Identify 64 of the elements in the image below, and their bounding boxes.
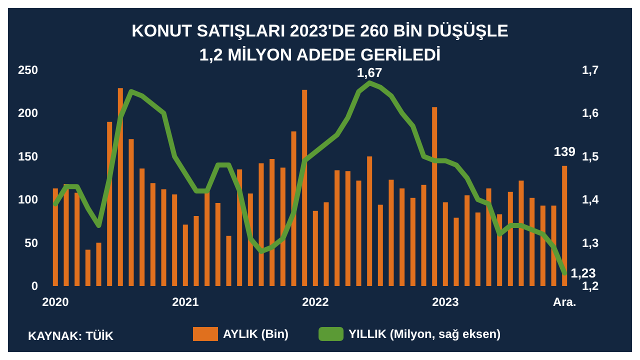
bar [508,192,513,286]
bar [345,171,350,286]
bar [475,212,480,286]
y2-tick-label: 1,3 [582,236,600,250]
x-tick-label: 2023 [432,295,460,309]
y-tick-label: 150 [18,149,38,164]
x-tick-label: 2022 [302,295,330,309]
bar [161,189,166,286]
y-tick-label: 50 [24,236,38,250]
bar [442,202,448,286]
y2-tick-label: 1,2 [582,279,600,293]
bar [52,188,58,286]
bar [204,190,210,286]
x-tick-label: 2020 [42,295,70,309]
bar [356,180,362,286]
legend-label: YILLIK (Milyon, sağ eksen) [348,327,501,341]
y2-tick-label: 1,7 [582,63,600,77]
bar [388,180,394,286]
y-tick-label: 200 [18,106,38,120]
bar [324,202,329,286]
bar [518,180,524,286]
bar [215,203,220,286]
data-label: 1,23 [570,266,596,281]
bar [194,216,199,286]
bar [400,188,405,286]
y2-tick-label: 1,6 [582,106,600,120]
bar [96,242,102,286]
bar [530,198,535,286]
y-tick-label: 0 [31,279,38,293]
bar [410,198,416,286]
y2-tick-label: 1,4 [582,192,600,207]
bar [367,156,372,286]
data-label: 1,67 [356,64,382,80]
bar [334,170,340,286]
bar [302,90,308,286]
bar [85,250,90,286]
bar [64,184,69,286]
bar [378,204,383,286]
legend-label: AYLIK (Bin) [223,327,289,341]
bar [128,139,134,286]
bar [150,183,156,286]
bar [182,224,188,286]
bar [421,184,426,286]
bar [140,168,145,286]
bar [540,206,546,286]
y-tick-label: 250 [18,63,38,77]
bar [464,195,470,286]
y2-tick-label: 1,5 [582,149,600,164]
bar [562,166,568,286]
x-tick-label: 2021 [172,295,200,309]
x-tick-label: Ara. [552,295,576,309]
data-label: 139 [554,144,576,159]
bar [454,218,459,286]
bar [270,158,275,286]
bar [172,194,178,286]
bar [74,192,80,286]
chart-title: KONUT SATIŞLARI 2023'DE 260 BİN DÜŞÜŞLE 1,2 MİLYON ADEDE GERİLEDİ [132,22,508,64]
text: KAYNAK: TÜİK [28,329,114,343]
bar [312,210,318,286]
bar [432,107,438,286]
bar [226,236,232,286]
y-tick-label: 100 [18,192,38,207]
bar [258,163,264,286]
bar [280,168,286,286]
